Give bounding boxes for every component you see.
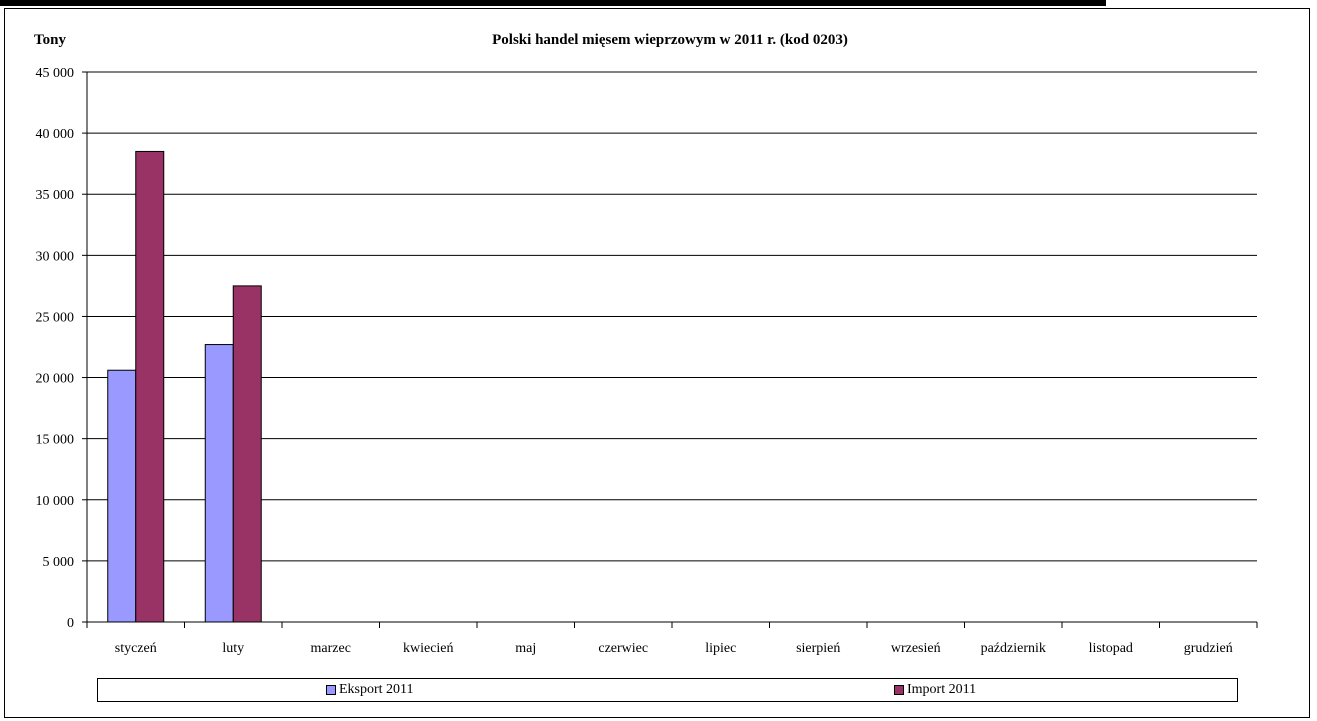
x-tick-label: sierpień	[796, 641, 840, 656]
bar-import-styczeń	[135, 150, 165, 623]
x-tick-label: październik	[981, 641, 1046, 656]
y-tick-label: 25 000	[36, 310, 75, 325]
chart-title: Polski handel mięsem wieprzowym w 2011 r…	[492, 32, 848, 48]
y-tick-label: 15 000	[36, 433, 75, 448]
legend-label-eksport: Eksport 2011	[339, 682, 414, 697]
y-tick-label: 0	[67, 616, 74, 631]
x-tick-label: kwiecień	[403, 641, 454, 656]
y-tick-label: 35 000	[36, 188, 75, 203]
x-tick-label: styczeń	[115, 641, 157, 656]
legend-swatch-eksport	[326, 685, 336, 695]
y-axis-label: Tony	[34, 32, 66, 48]
y-tick-label: 20 000	[36, 372, 75, 387]
bar-eksport-styczeń	[107, 369, 137, 623]
x-tick-label: marzec	[311, 641, 351, 656]
x-tick-label: czerwiec	[598, 641, 648, 656]
x-tick-label: grudzień	[1184, 641, 1233, 656]
y-tick-label: 30 000	[36, 249, 75, 264]
top-rule	[0, 0, 1106, 6]
x-tick-label: listopad	[1089, 641, 1133, 656]
y-tick-label: 40 000	[36, 127, 75, 142]
legend-swatch-import	[894, 685, 904, 695]
legend-label-import: Import 2011	[907, 682, 977, 697]
legend-item-eksport: Eksport 2011	[326, 682, 414, 698]
y-tick-label: 10 000	[36, 494, 75, 509]
x-tick-label: maj	[515, 641, 536, 656]
x-tick-label: lipiec	[705, 641, 736, 656]
bar-import-luty	[232, 285, 262, 623]
y-tick-label: 45 000	[36, 66, 75, 81]
legend-item-import: Import 2011	[894, 682, 976, 698]
legend: Eksport 2011 Import 2011	[97, 678, 1238, 702]
y-tick-label: 5 000	[43, 555, 75, 570]
x-tick-label: wrzesień	[891, 641, 941, 656]
bar-eksport-luty	[204, 344, 234, 623]
x-tick-label: luty	[222, 641, 244, 656]
